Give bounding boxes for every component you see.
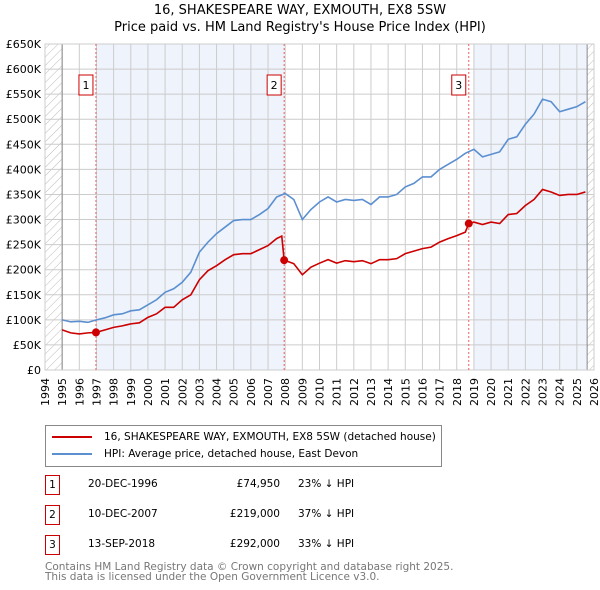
plot-border <box>44 43 595 371</box>
x-tick-label: 1997 <box>90 378 103 406</box>
footer: Contains HM Land Registry data © Crown c… <box>45 561 454 583</box>
y-tick-label: £600K <box>6 63 42 76</box>
transaction-date: 20-DEC-1996 <box>88 478 158 490</box>
legend: 16, SHAKESPEARE WAY, EXMOUTH, EX8 5SW (d… <box>45 425 442 467</box>
transaction-price: £292,000 <box>229 538 280 550</box>
series-line <box>61 188 586 335</box>
x-tick-label: 1999 <box>125 378 138 406</box>
x-tick-label: 2004 <box>211 378 224 406</box>
sale-marker-label: 1 <box>82 79 89 92</box>
x-tick-label: 2017 <box>434 378 447 406</box>
x-tick-label: 2010 <box>314 378 327 406</box>
x-tick-label: 2000 <box>142 378 155 406</box>
transaction-row: 2 10-DEC-2007 £219,000 37% ↓ HPI <box>45 505 465 525</box>
hatched-region <box>45 44 63 370</box>
x-tick-label: 2013 <box>365 378 378 406</box>
transaction-marker: 1 <box>45 475 60 495</box>
x-tick-label: 2019 <box>468 378 481 406</box>
footer-line-2: This data is licensed under the Open Gov… <box>45 571 380 583</box>
y-tick-label: £500K <box>6 113 42 126</box>
transaction-row: 3 13-SEP-2018 £292,000 33% ↓ HPI <box>45 535 465 555</box>
y-tick-label: £0 <box>27 364 41 377</box>
x-tick-label: 2023 <box>537 378 550 406</box>
x-tick-label: 2001 <box>159 378 172 406</box>
y-tick-label: £650K <box>6 38 42 51</box>
x-tick-label: 2016 <box>416 378 429 406</box>
legend-item-property: 16, SHAKESPEARE WAY, EXMOUTH, EX8 5SW (d… <box>46 429 436 445</box>
sale-point <box>464 219 473 228</box>
transaction-price: £219,000 <box>229 508 280 520</box>
x-tick-label: 2008 <box>279 378 292 406</box>
legend-swatch-blue <box>52 453 92 455</box>
y-tick-label: £400K <box>6 163 42 176</box>
chart-title: 16, SHAKESPEARE WAY, EXMOUTH, EX8 5SW <box>153 3 447 18</box>
legend-swatch-red <box>52 436 92 438</box>
y-tick-label: £350K <box>6 188 42 201</box>
sale-point <box>280 256 289 265</box>
shaded-region <box>473 44 588 370</box>
x-tick-label: 2025 <box>571 378 584 406</box>
sale-marker-label: 2 <box>271 79 278 92</box>
sale-point <box>91 328 100 337</box>
x-tick-label: 2011 <box>331 378 344 406</box>
x-tick-label: 2003 <box>193 378 206 406</box>
x-tick-label: 2021 <box>502 378 515 406</box>
legend-label: HPI: Average price, detached house, East… <box>104 448 359 460</box>
x-tick-label: 2018 <box>451 378 464 406</box>
x-tick-label: 1998 <box>108 378 121 406</box>
y-tick-label: £100K <box>6 314 42 327</box>
legend-item-hpi: HPI: Average price, detached house, East… <box>46 446 358 462</box>
x-tick-label: 2022 <box>519 378 532 406</box>
sale-marker-box <box>266 74 282 96</box>
x-tick-label: 2002 <box>176 378 189 406</box>
x-tick-label: 2024 <box>554 378 567 406</box>
x-tick-label: 2012 <box>348 378 361 406</box>
x-tick-label: 1996 <box>73 378 86 406</box>
chart-subtitle: Price paid vs. HM Land Registry's House … <box>114 20 486 35</box>
sale-marker-box <box>451 74 467 96</box>
sale-marker-label: 3 <box>455 79 462 92</box>
x-tick-label: 2006 <box>245 378 258 406</box>
transaction-hpi-diff: 33% ↓ HPI <box>298 538 355 550</box>
hatched-region <box>587 44 594 370</box>
y-tick-label: £250K <box>6 239 42 252</box>
x-tick-label: 2020 <box>485 378 498 406</box>
shaded-region <box>95 44 285 370</box>
x-tick-label: 2026 <box>588 378 600 406</box>
series-line <box>61 98 586 324</box>
transaction-hpi-diff: 37% ↓ HPI <box>298 508 355 520</box>
sale-marker-box <box>78 74 94 96</box>
y-tick-label: £150K <box>6 289 42 302</box>
x-tick-label: 2015 <box>399 378 412 406</box>
x-tick-label: 2005 <box>228 378 241 406</box>
y-tick-label: £450K <box>6 138 42 151</box>
transaction-price: £74,950 <box>236 478 280 490</box>
x-tick-label: 1994 <box>39 378 52 406</box>
x-tick-label: 2014 <box>382 378 395 406</box>
x-tick-label: 1995 <box>56 378 69 406</box>
transaction-date: 10-DEC-2007 <box>88 508 158 520</box>
y-tick-label: £300K <box>6 214 42 227</box>
y-tick-label: £50K <box>13 339 42 352</box>
transaction-date: 13-SEP-2018 <box>88 538 156 550</box>
transaction-row: 1 20-DEC-1996 £74,950 23% ↓ HPI <box>45 475 465 495</box>
y-tick-label: £200K <box>6 264 42 277</box>
x-tick-label: 2007 <box>262 378 275 406</box>
x-tick-label: 2009 <box>296 378 309 406</box>
transaction-marker: 2 <box>45 505 60 525</box>
transaction-hpi-diff: 23% ↓ HPI <box>298 478 355 490</box>
legend-label: 16, SHAKESPEARE WAY, EXMOUTH, EX8 5SW (d… <box>104 431 436 443</box>
footer-line-1: Contains HM Land Registry data © Crown c… <box>45 561 454 573</box>
plot-area: 1994 1995 1996 1997 1998 1999 2000 2001 2002 2003… <box>6 38 600 406</box>
y-tick-label: £550K <box>6 88 42 101</box>
transaction-marker: 3 <box>45 535 60 555</box>
